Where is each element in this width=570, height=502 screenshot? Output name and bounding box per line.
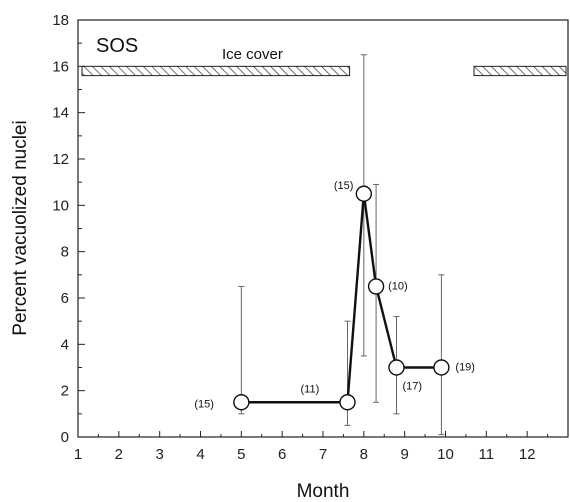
x-tick-label: 11 [479, 446, 495, 463]
data-point [355, 185, 373, 202]
data-point [367, 278, 385, 295]
data-point [433, 359, 450, 376]
x-axis-title: Month [297, 481, 350, 502]
y-axis-title: Percent vacuolized nuclei [10, 120, 31, 335]
x-tick-label: 8 [360, 446, 368, 463]
x-tick-label: 9 [400, 446, 408, 463]
x-tick-label: 5 [237, 446, 245, 463]
y-tick-label: 0 [61, 429, 69, 446]
sample-size-label: (19) [455, 362, 475, 374]
data-point [388, 359, 405, 376]
x-tick-label: 3 [155, 446, 163, 463]
ice-cover-bar [473, 65, 567, 77]
y-tick-label: 10 [52, 197, 69, 214]
x-tick-label: 1 [74, 446, 82, 463]
data-point [233, 394, 250, 411]
sample-size-label: (11) [301, 383, 320, 395]
panel-label: SOS [96, 35, 138, 57]
y-tick-label: 8 [61, 244, 69, 261]
y-tick-label: 12 [52, 151, 69, 168]
sample-size-label: (15) [194, 398, 214, 410]
x-tick-label: 10 [437, 446, 454, 463]
x-tick-label: 12 [519, 446, 536, 463]
data-point [339, 394, 356, 411]
sample-size-label: (17) [403, 381, 423, 393]
sample-size-label: (15) [334, 180, 354, 192]
x-tick-label: 4 [196, 446, 204, 463]
y-tick-label: 14 [52, 105, 69, 122]
y-tick-label: 18 [52, 12, 69, 29]
plot-area [77, 19, 569, 438]
y-tick-label: 4 [61, 336, 69, 353]
ice-cover-bar [81, 65, 351, 77]
y-tick-label: 16 [52, 58, 69, 75]
ice-cover-label: Ice cover [222, 46, 283, 63]
y-tick-label: 6 [61, 290, 69, 307]
x-tick-label: 6 [278, 446, 286, 463]
y-tick-label: 2 [61, 383, 69, 400]
sample-size-label: (10) [388, 280, 408, 292]
x-tick-label: 2 [115, 446, 123, 463]
x-tick-label: 7 [319, 446, 327, 463]
